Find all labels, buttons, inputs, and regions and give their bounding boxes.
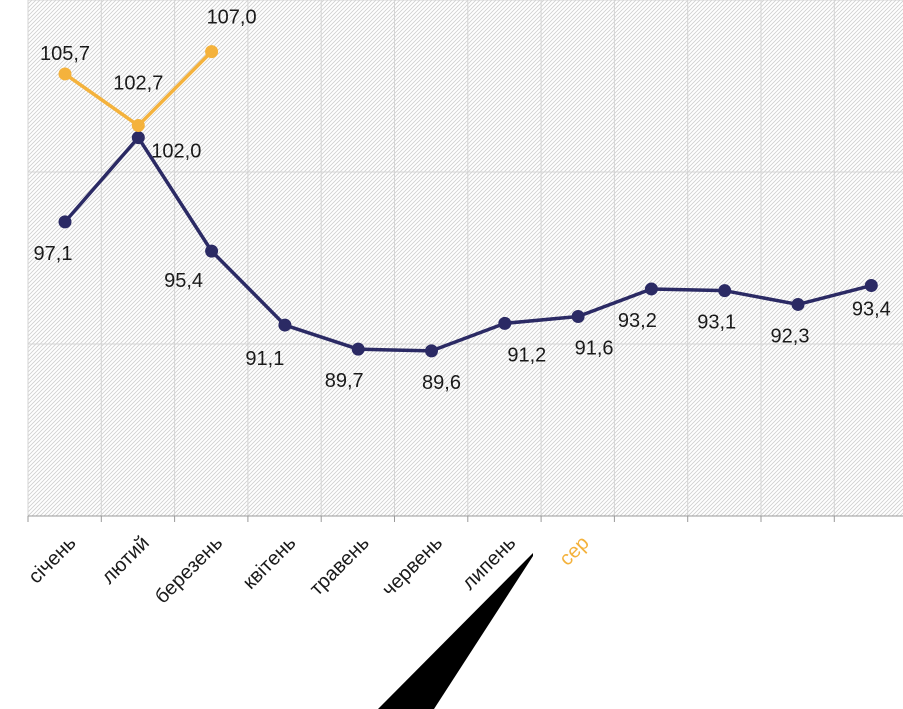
data-point	[571, 309, 585, 323]
data-point	[718, 284, 732, 298]
data-point	[205, 45, 219, 59]
data-label: 93,4	[852, 299, 891, 321]
data-point	[131, 131, 145, 145]
x-tick-label: січень	[24, 532, 80, 588]
data-point	[58, 67, 72, 81]
data-label: 97,1	[34, 243, 73, 265]
data-label: 92,3	[771, 325, 810, 347]
data-point	[644, 282, 658, 296]
data-label: 89,7	[325, 370, 364, 392]
data-point	[498, 316, 512, 330]
series-1: 97,1 102,0 95,4 91,1 89,7 89,6 91,2 91,693,2 93,…	[34, 131, 891, 394]
x-tick-label: лютий	[97, 532, 153, 588]
data-point	[205, 244, 219, 258]
data-label: 95,4	[164, 270, 203, 292]
data-label: 91,6	[575, 337, 614, 359]
overlay-black-band	[378, 553, 533, 709]
x-axis	[27, 515, 903, 522]
series-line	[63, 135, 872, 353]
data-label: 93,1	[697, 312, 736, 334]
data-point	[864, 279, 878, 293]
data-label: 105,7	[40, 43, 90, 65]
data-point	[278, 318, 292, 332]
gridlines	[27, 0, 903, 517]
data-point	[58, 215, 72, 229]
data-label: 102,7	[113, 73, 163, 95]
data-label: 107,0	[207, 7, 257, 29]
data-point	[425, 344, 438, 358]
x-tick-label: травень	[306, 532, 374, 600]
data-label: 89,6	[422, 372, 461, 394]
data-point	[131, 119, 145, 133]
data-point	[351, 342, 365, 356]
data-label: 93,2	[618, 310, 657, 332]
data-point	[791, 297, 805, 311]
data-label: 91,2	[507, 344, 546, 366]
data-label: 102,0	[151, 141, 201, 163]
x-tick-label: сер	[555, 532, 593, 570]
series-2: 105,7 102,7 107,0	[40, 7, 257, 133]
data-label: 91,1	[245, 348, 284, 370]
x-tick-label: червень	[378, 532, 447, 601]
series-layer: 97,1 102,0 95,4 91,1 89,7 89,6 91,2 91,693,2 93,…	[34, 7, 891, 394]
x-tick-label: березень	[151, 532, 227, 608]
x-tick-label: квітень	[239, 532, 301, 594]
plot-area	[28, 0, 903, 516]
